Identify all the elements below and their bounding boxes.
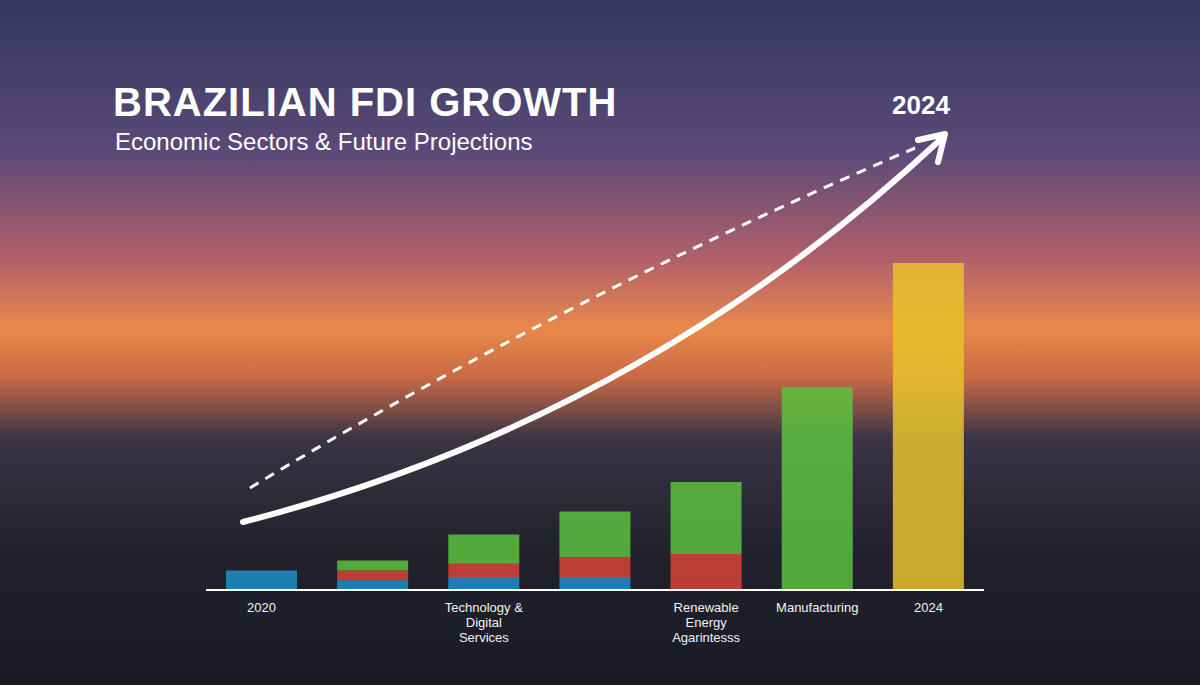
svg-text:RenewableEnergyAgarintesss: RenewableEnergyAgarintesss bbox=[672, 600, 740, 645]
svg-text:2024: 2024 bbox=[914, 600, 943, 615]
html-text:Economic Sectors & Future Proj: Economic Sectors & Future Projections bbox=[115, 128, 533, 155]
svg-text:2020: 2020 bbox=[247, 600, 276, 615]
html-text:2024: 2024 bbox=[892, 90, 950, 120]
svg-text:Manufacturing: Manufacturing bbox=[776, 600, 858, 615]
svg-text:Technology &DigitalServices: Technology &DigitalServices bbox=[445, 600, 523, 645]
html-text:BRAZILIAN FDI GROWTH: BRAZILIAN FDI GROWTH bbox=[113, 80, 618, 124]
